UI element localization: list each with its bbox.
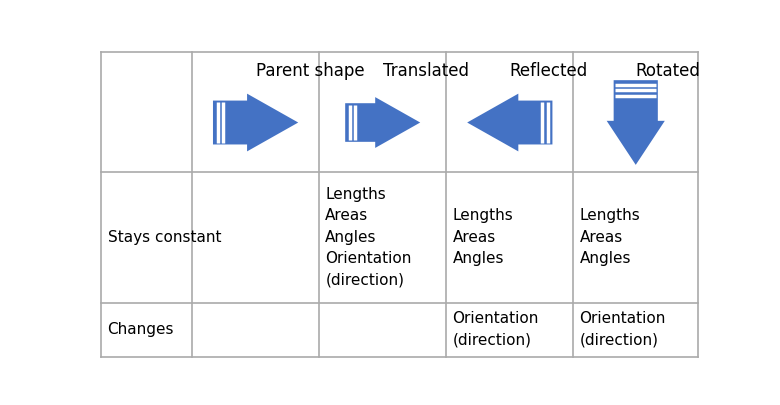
Text: Rotated: Rotated — [636, 62, 700, 80]
Text: Lengths
Areas
Angles: Lengths Areas Angles — [580, 208, 640, 266]
Text: Parent shape: Parent shape — [256, 62, 364, 80]
Polygon shape — [607, 80, 665, 165]
Polygon shape — [213, 94, 298, 151]
Text: Reflected: Reflected — [510, 62, 588, 80]
Text: Lengths
Areas
Angles: Lengths Areas Angles — [452, 208, 513, 266]
Text: Stays constant: Stays constant — [108, 230, 221, 245]
Text: Lengths
Areas
Angles
Orientation
(direction): Lengths Areas Angles Orientation (direct… — [325, 187, 412, 288]
Text: Orientation
(direction): Orientation (direction) — [452, 311, 539, 348]
Polygon shape — [467, 94, 552, 151]
Text: Changes: Changes — [108, 322, 174, 337]
Polygon shape — [346, 97, 420, 148]
Text: Translated: Translated — [383, 62, 469, 80]
Text: Orientation
(direction): Orientation (direction) — [580, 311, 666, 348]
